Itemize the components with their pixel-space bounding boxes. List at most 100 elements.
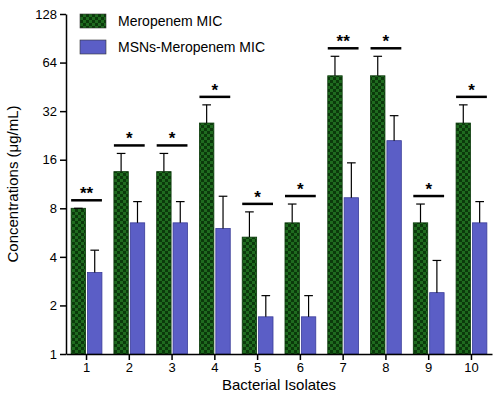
x-tick-label: 5 <box>254 360 261 375</box>
error-cap <box>90 250 99 251</box>
bar <box>71 208 85 354</box>
error-stem <box>377 56 378 75</box>
legend-label: Meropenem MIC <box>118 13 222 29</box>
error-stem <box>479 202 480 223</box>
x-tick-mark <box>129 354 131 360</box>
y-tick: 1 <box>50 347 66 362</box>
y-tick-mark <box>60 257 66 259</box>
y-tick-label: 16 <box>43 152 57 167</box>
error-stem <box>436 260 437 292</box>
error-cap <box>390 115 399 116</box>
x-tick-label: 1 <box>83 360 90 375</box>
error-cap <box>202 104 211 105</box>
y-axis-title: Concentrations (μg/mL) <box>4 105 21 262</box>
y-tick-label: 64 <box>43 55 57 70</box>
legend-label: MSNs-Meropenem MIC <box>118 39 265 55</box>
x-tick: 9 <box>425 354 432 375</box>
bar <box>216 228 230 354</box>
error-cap <box>288 203 297 204</box>
x-tick-label: 10 <box>464 360 478 375</box>
bar <box>285 223 299 354</box>
x-tick-mark <box>428 354 430 360</box>
y-axis-line <box>66 15 68 355</box>
error-cap <box>304 295 313 296</box>
error-bar <box>202 105 211 123</box>
x-tick: 5 <box>254 354 261 375</box>
error-cap <box>133 201 142 202</box>
x-tick: 7 <box>340 354 347 375</box>
bar <box>259 317 273 354</box>
error-cap <box>475 201 484 202</box>
significance-label: * <box>297 180 304 199</box>
marks <box>71 56 487 354</box>
x-tick-label: 4 <box>211 360 218 375</box>
x-tick-mark <box>171 354 173 360</box>
error-bar <box>90 250 99 272</box>
y-tick-mark <box>60 208 66 210</box>
error-cap <box>160 153 169 154</box>
error-cap <box>331 56 340 57</box>
x-tick-label: 9 <box>425 360 432 375</box>
error-cap <box>245 211 254 212</box>
plot: ************124816326412812345678910Mero… <box>35 7 492 376</box>
y-tick: 64 <box>43 55 66 70</box>
error-bar <box>304 296 313 317</box>
x-tick-label: 2 <box>126 360 133 375</box>
bar <box>371 76 385 354</box>
error-bar <box>288 204 297 223</box>
significance-label: * <box>254 188 261 207</box>
error-stem <box>180 202 181 223</box>
bar <box>472 223 486 354</box>
legend-item: MSNs-Meropenem MIC <box>80 39 265 55</box>
error-bar <box>390 116 399 141</box>
y-tick-mark <box>60 111 66 113</box>
x-tick-mark <box>471 354 473 360</box>
significance-label: * <box>126 129 133 148</box>
error-bar <box>176 202 185 223</box>
bar <box>344 198 358 354</box>
error-stem <box>265 296 266 317</box>
x-tick-mark <box>342 354 344 360</box>
error-stem <box>351 163 352 198</box>
x-tick-label: 7 <box>340 360 347 375</box>
bar <box>157 172 171 354</box>
error-cap <box>459 104 468 105</box>
error-cap <box>219 196 228 197</box>
y-tick-mark <box>60 305 66 307</box>
error-bar <box>133 202 142 223</box>
error-cap <box>176 201 185 202</box>
y-tick-mark <box>60 62 66 64</box>
bar <box>413 223 427 354</box>
error-stem <box>222 196 223 228</box>
bar <box>301 317 315 354</box>
error-stem <box>163 153 164 171</box>
error-bar <box>373 56 382 75</box>
y-tick-mark <box>60 354 66 356</box>
y-tick: 2 <box>50 298 66 313</box>
error-bar <box>219 196 228 228</box>
error-bar <box>117 153 126 171</box>
significance-label: ** <box>80 184 94 203</box>
bar <box>328 76 342 354</box>
y-tick: 128 <box>35 7 66 22</box>
x-tick-label: 8 <box>382 360 389 375</box>
y-tick-label: 128 <box>35 7 57 22</box>
y-tick-label: 1 <box>50 347 57 362</box>
bar <box>199 123 213 354</box>
x-tick-mark <box>300 354 302 360</box>
bar <box>130 223 144 354</box>
significance-label: * <box>468 81 475 100</box>
x-tick: 1 <box>83 354 90 375</box>
x-tick: 8 <box>382 354 389 375</box>
error-stem <box>249 212 250 237</box>
significance-label: * <box>212 81 219 100</box>
bar <box>456 123 470 354</box>
x-tick: 10 <box>464 354 478 375</box>
y-tick: 32 <box>43 104 66 119</box>
bar <box>242 237 256 354</box>
error-stem <box>394 116 395 141</box>
y-tick: 4 <box>50 250 66 265</box>
significance-label: ** <box>337 32 351 51</box>
x-tick-mark <box>214 354 216 360</box>
error-stem <box>137 202 138 223</box>
